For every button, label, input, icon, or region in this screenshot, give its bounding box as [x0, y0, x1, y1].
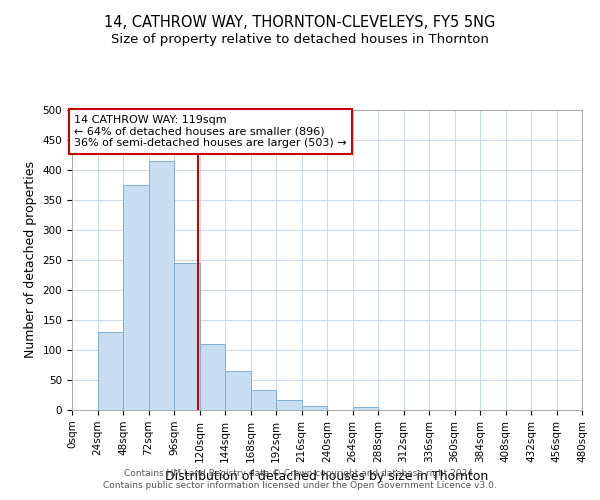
Text: Contains HM Land Registry data © Crown copyright and database right 2024.: Contains HM Land Registry data © Crown c… — [124, 468, 476, 477]
Y-axis label: Number of detached properties: Number of detached properties — [24, 162, 37, 358]
Text: Contains public sector information licensed under the Open Government Licence v3: Contains public sector information licen… — [103, 481, 497, 490]
Text: 14, CATHROW WAY, THORNTON-CLEVELEYS, FY5 5NG: 14, CATHROW WAY, THORNTON-CLEVELEYS, FY5… — [104, 15, 496, 30]
Bar — [149, 161, 174, 410]
Bar — [174, 263, 199, 410]
Text: Size of property relative to detached houses in Thornton: Size of property relative to detached ho… — [111, 32, 489, 46]
Bar — [225, 371, 251, 410]
Bar — [353, 407, 378, 410]
X-axis label: Distribution of detached houses by size in Thornton: Distribution of detached houses by size … — [166, 470, 488, 483]
Bar — [123, 185, 149, 410]
Bar — [199, 344, 225, 410]
Bar — [276, 400, 302, 410]
Text: 14 CATHROW WAY: 119sqm
← 64% of detached houses are smaller (896)
36% of semi-de: 14 CATHROW WAY: 119sqm ← 64% of detached… — [74, 115, 347, 148]
Bar — [97, 332, 123, 410]
Bar — [302, 406, 327, 410]
Bar — [251, 390, 276, 410]
